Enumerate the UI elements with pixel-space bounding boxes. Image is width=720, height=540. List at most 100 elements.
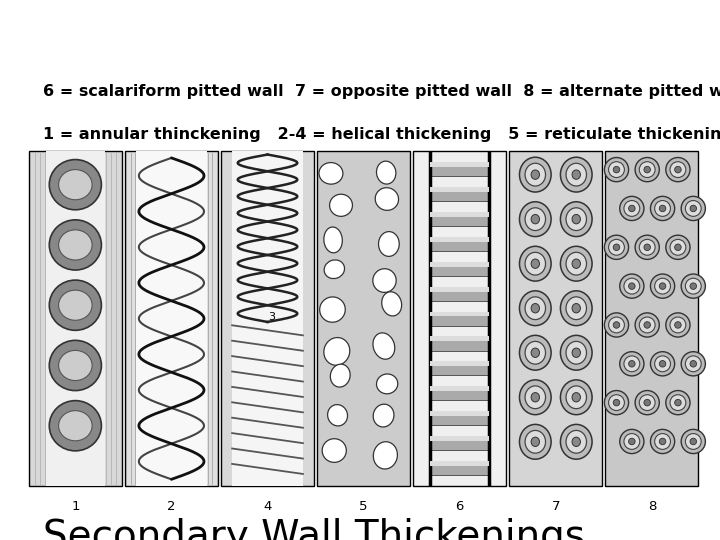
Ellipse shape — [49, 340, 102, 390]
Bar — [430, 212, 490, 226]
Bar — [125, 151, 218, 486]
Bar — [430, 361, 490, 366]
Ellipse shape — [660, 361, 666, 367]
Ellipse shape — [608, 395, 624, 410]
Ellipse shape — [675, 166, 681, 173]
Ellipse shape — [681, 352, 706, 376]
Bar — [430, 262, 490, 267]
Bar — [430, 287, 490, 301]
Ellipse shape — [639, 317, 655, 333]
Ellipse shape — [624, 278, 640, 294]
Bar — [430, 162, 490, 176]
Ellipse shape — [560, 335, 592, 370]
Ellipse shape — [620, 197, 644, 220]
Ellipse shape — [379, 232, 399, 256]
Ellipse shape — [566, 297, 587, 320]
Ellipse shape — [666, 235, 690, 259]
Ellipse shape — [629, 438, 635, 445]
Ellipse shape — [531, 393, 539, 402]
Ellipse shape — [519, 157, 551, 192]
Ellipse shape — [613, 244, 620, 251]
Ellipse shape — [531, 214, 539, 224]
Ellipse shape — [666, 390, 690, 415]
Ellipse shape — [560, 380, 592, 415]
Ellipse shape — [572, 437, 580, 447]
Ellipse shape — [608, 239, 624, 255]
Bar — [430, 436, 490, 450]
Text: 4: 4 — [264, 500, 271, 513]
Ellipse shape — [566, 386, 587, 409]
Ellipse shape — [377, 161, 396, 184]
Bar — [430, 237, 490, 242]
Ellipse shape — [604, 158, 629, 182]
Ellipse shape — [58, 290, 92, 320]
Ellipse shape — [566, 163, 587, 186]
Ellipse shape — [685, 278, 701, 294]
Bar — [232, 151, 303, 486]
Ellipse shape — [519, 335, 551, 370]
Text: Secondary Wall Thickenings: Secondary Wall Thickenings — [43, 518, 585, 540]
Ellipse shape — [49, 159, 102, 210]
Ellipse shape — [608, 317, 624, 333]
Ellipse shape — [375, 188, 399, 211]
Ellipse shape — [373, 333, 395, 359]
Ellipse shape — [560, 246, 592, 281]
Bar — [430, 237, 490, 251]
Ellipse shape — [58, 410, 92, 441]
Ellipse shape — [660, 205, 666, 212]
Ellipse shape — [373, 269, 396, 292]
Ellipse shape — [650, 197, 675, 220]
Ellipse shape — [328, 404, 348, 426]
Bar — [430, 287, 490, 292]
Ellipse shape — [566, 430, 587, 453]
Ellipse shape — [58, 230, 92, 260]
Ellipse shape — [666, 158, 690, 182]
Ellipse shape — [560, 202, 592, 237]
Ellipse shape — [525, 252, 546, 275]
Ellipse shape — [373, 404, 394, 427]
Text: 3: 3 — [269, 312, 276, 322]
Ellipse shape — [519, 246, 551, 281]
Ellipse shape — [654, 434, 670, 449]
Ellipse shape — [681, 197, 706, 220]
Ellipse shape — [654, 200, 670, 217]
Ellipse shape — [572, 214, 580, 224]
Text: 8: 8 — [648, 500, 656, 513]
Ellipse shape — [531, 348, 539, 357]
Bar — [430, 162, 490, 167]
Ellipse shape — [330, 364, 350, 387]
Bar — [45, 151, 105, 486]
Ellipse shape — [525, 163, 546, 186]
Ellipse shape — [690, 438, 696, 445]
Bar — [430, 212, 490, 217]
Bar — [430, 461, 490, 466]
Ellipse shape — [635, 235, 660, 259]
Ellipse shape — [654, 356, 670, 372]
Ellipse shape — [635, 313, 660, 337]
Ellipse shape — [572, 170, 580, 179]
Bar — [509, 151, 603, 486]
Ellipse shape — [525, 386, 546, 409]
Ellipse shape — [650, 352, 675, 376]
Bar — [430, 262, 490, 276]
Ellipse shape — [681, 274, 706, 298]
Ellipse shape — [519, 291, 551, 326]
Bar — [430, 187, 490, 201]
Ellipse shape — [324, 260, 345, 279]
Bar — [430, 312, 490, 316]
Ellipse shape — [566, 208, 587, 231]
Text: 7: 7 — [552, 500, 560, 513]
Ellipse shape — [322, 438, 346, 462]
Ellipse shape — [644, 322, 650, 328]
Ellipse shape — [650, 429, 675, 454]
Ellipse shape — [525, 430, 546, 453]
Ellipse shape — [620, 352, 644, 376]
Ellipse shape — [629, 361, 635, 367]
Ellipse shape — [531, 259, 539, 268]
Ellipse shape — [690, 283, 696, 289]
Ellipse shape — [572, 348, 580, 357]
Text: 2: 2 — [167, 500, 176, 513]
Ellipse shape — [670, 161, 686, 178]
Bar — [413, 151, 506, 486]
Ellipse shape — [690, 205, 696, 212]
